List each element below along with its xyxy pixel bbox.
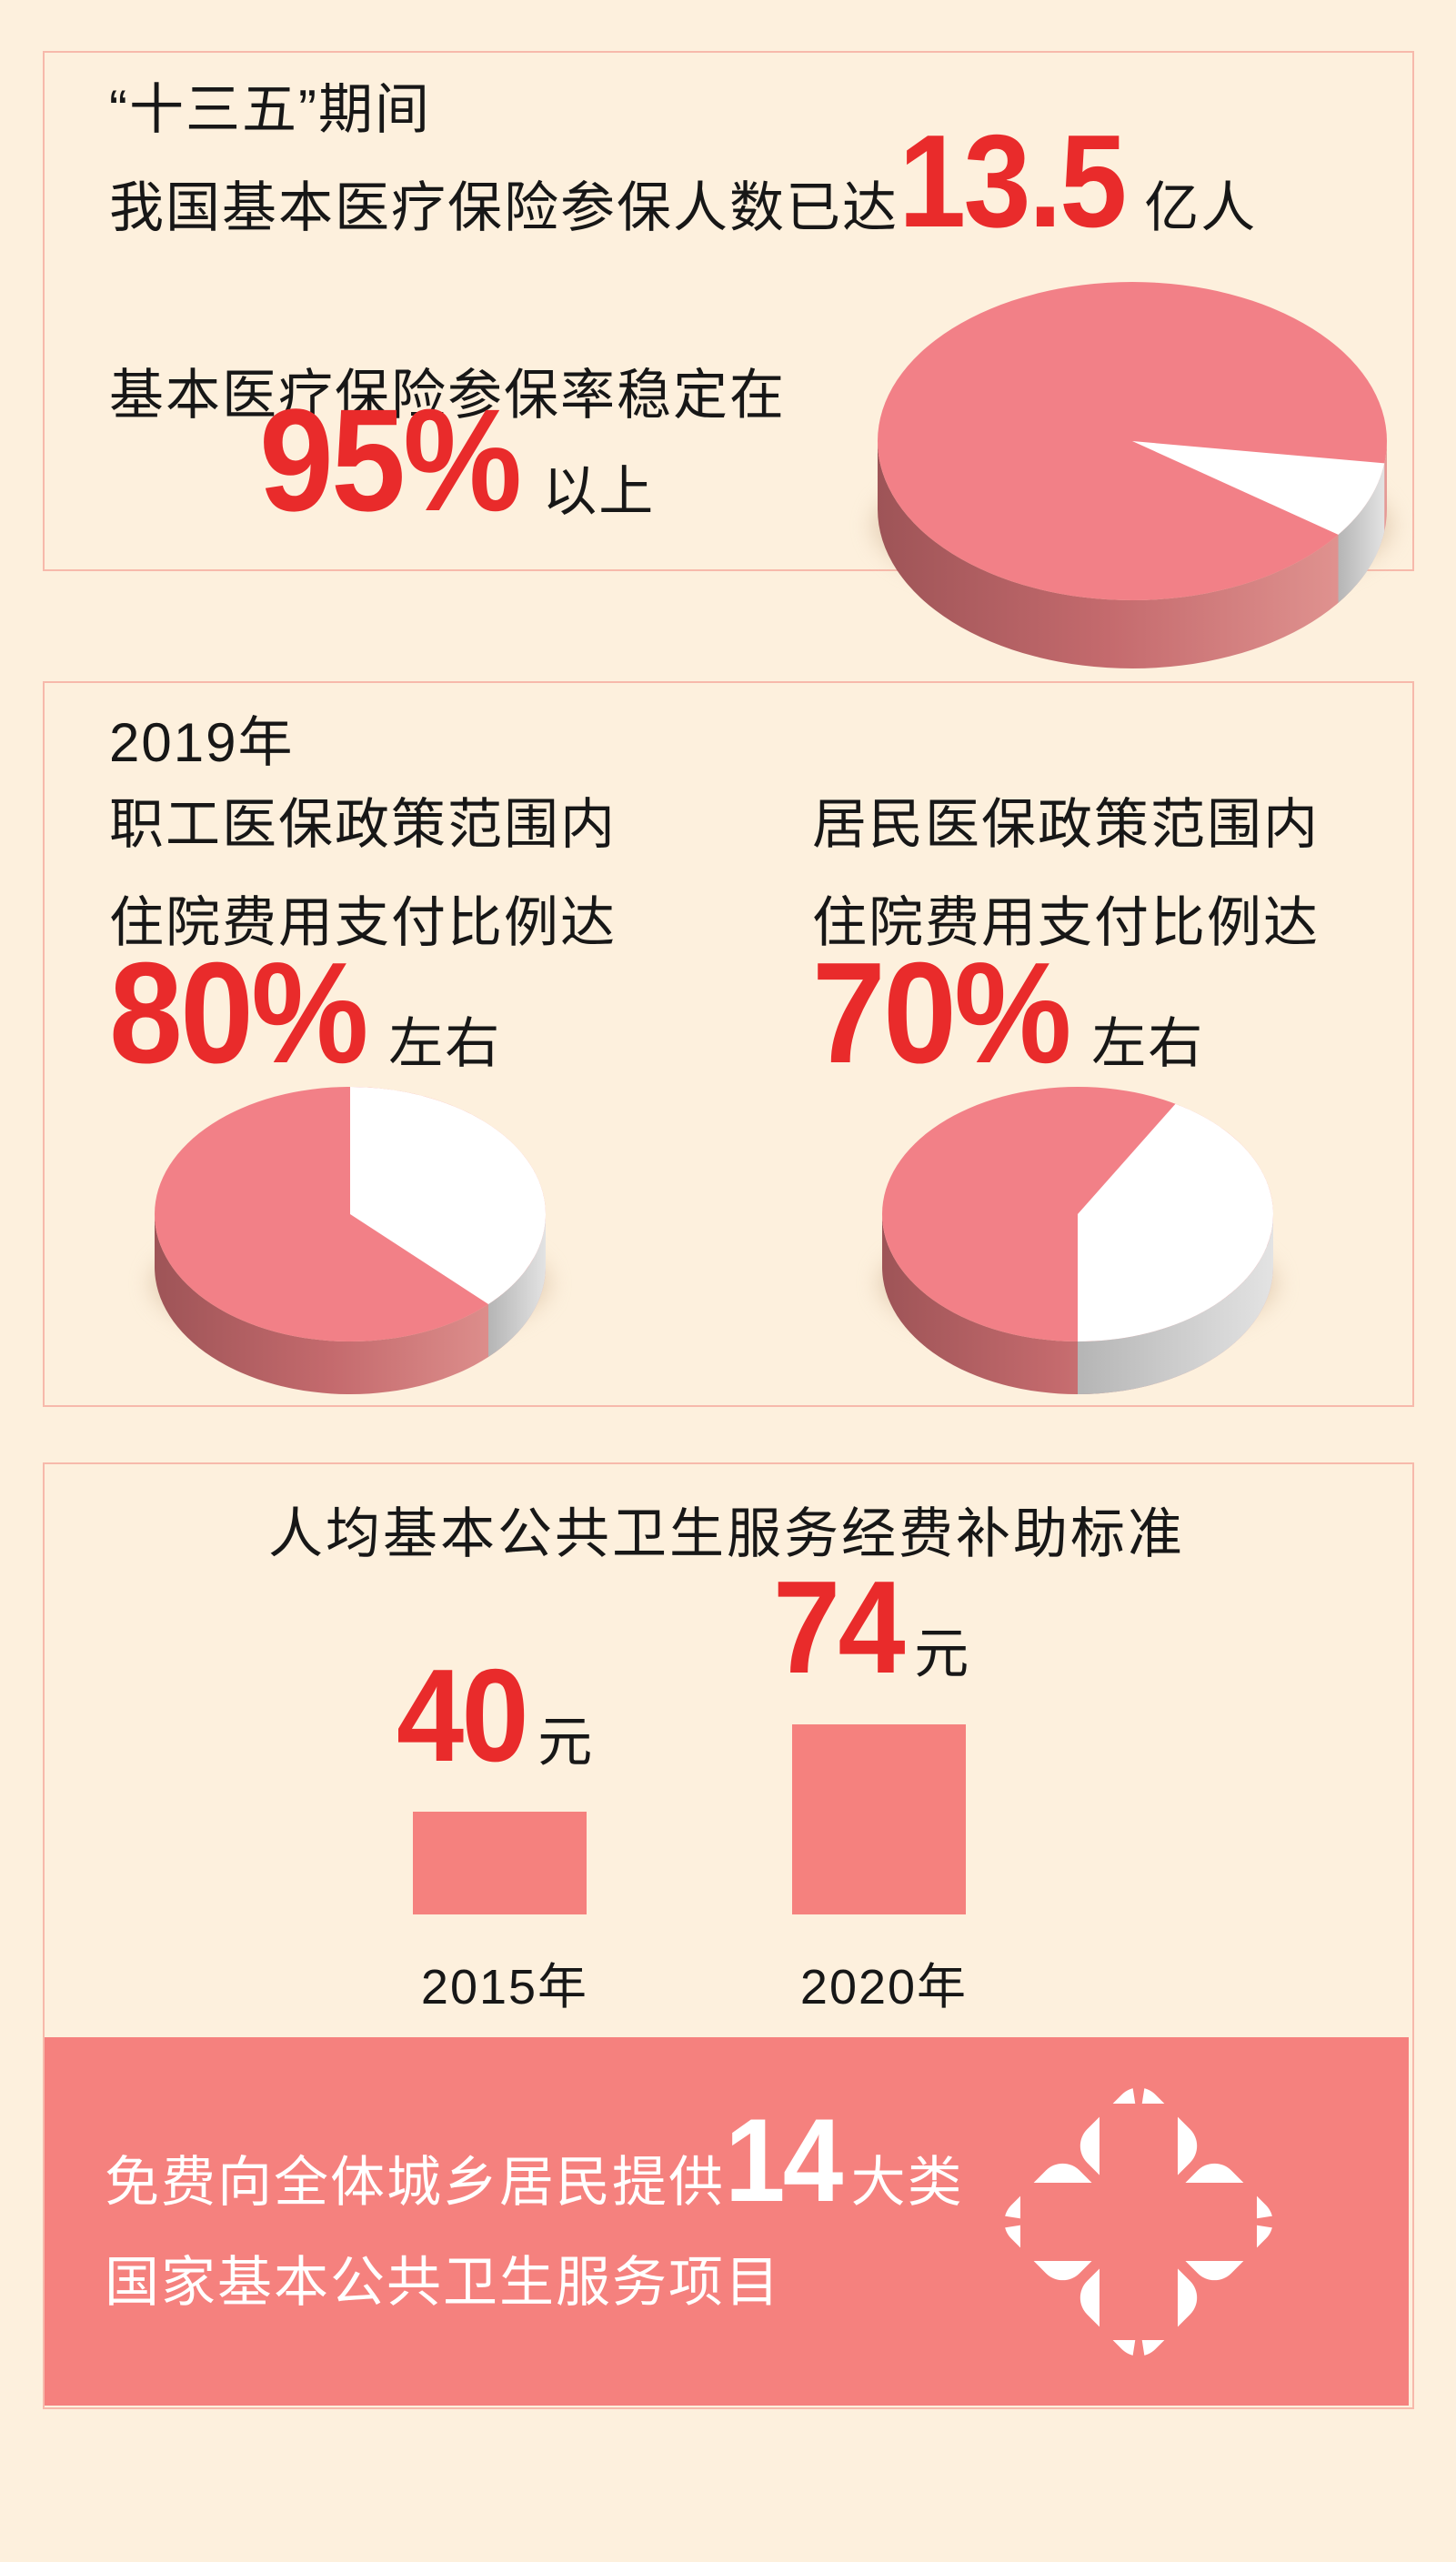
stat-resident-value: 70% — [812, 933, 1071, 1093]
bar-unit-2015: 元 — [537, 1712, 595, 1773]
employee-insurance-line2: 住院费用支付比例达 — [109, 892, 617, 953]
stat-insured-unit: 亿人 — [1144, 177, 1258, 238]
stat-employee-ratio: 80% 左右 — [109, 933, 502, 1093]
bar-label-2015: 40 元 — [397, 1642, 595, 1789]
banner-line1-suffix: 大类 — [850, 2152, 964, 2213]
stat-coverage-rate: 95% 以上 — [259, 378, 656, 541]
resident-insurance-line2: 住院费用支付比例达 — [812, 892, 1320, 953]
stat-employee-value: 80% — [109, 933, 368, 1093]
stat-rate-suffix: 以上 — [542, 461, 656, 522]
stat-insured-value: 13.5 — [899, 107, 1127, 255]
pie-chart-employee-80 — [150, 1087, 550, 1394]
banner-line1-prefix: 免费向全体城乡居民提供 — [105, 2152, 725, 2213]
year-label-2015: 2015年 — [420, 1960, 589, 2014]
panel-insurance-coverage — [43, 51, 1414, 571]
period-label: “十三五”期间 — [109, 79, 431, 140]
stat-insured-population: 我国基本医疗保险参保人数已达 13.5 亿人 — [109, 107, 1258, 255]
hospital-cross-icon — [989, 2073, 1288, 2371]
banner-line2: 国家基本公共卫生服务项目 — [105, 2252, 781, 2313]
year-2019-label: 2019年 — [109, 712, 295, 773]
banner-line1-value: 14 — [725, 2094, 843, 2226]
stat-insured-prefix: 我国基本医疗保险参保人数已达 — [109, 177, 899, 238]
bar-chart-title: 人均基本公共卫生服务经费补助标准 — [268, 1503, 1185, 1564]
bar-2020 — [792, 1724, 966, 1914]
stat-rate-value: 95% — [259, 378, 522, 541]
stat-resident-suffix: 左右 — [1091, 1013, 1205, 1074]
bar-label-2020: 74 元 — [773, 1553, 971, 1701]
banner-line1: 免费向全体城乡居民提供 14 大类 — [105, 2094, 964, 2226]
year-label-2020: 2020年 — [799, 1960, 969, 2014]
resident-insurance-line1: 居民医保政策范围内 — [812, 794, 1320, 855]
panel-public-health — [43, 1462, 1414, 2409]
bar-2015 — [413, 1812, 587, 1914]
stat-rate-caption: 基本医疗保险参保率稳定在 — [109, 365, 786, 426]
bar-value-2015: 40 — [397, 1642, 529, 1789]
panel-reimbursement — [43, 681, 1414, 1407]
stat-resident-ratio: 70% 左右 — [812, 933, 1205, 1093]
pie-chart-coverage-95 — [872, 282, 1392, 668]
bar-value-2020: 74 — [773, 1553, 906, 1701]
employee-insurance-line1: 职工医保政策范围内 — [109, 794, 617, 855]
bar-unit-2020: 元 — [914, 1623, 971, 1684]
stat-employee-suffix: 左右 — [388, 1013, 502, 1074]
free-services-banner: 免费向全体城乡居民提供 14 大类 国家基本公共卫生服务项目 — [45, 2037, 1409, 2406]
pie-chart-resident-70 — [878, 1087, 1278, 1394]
